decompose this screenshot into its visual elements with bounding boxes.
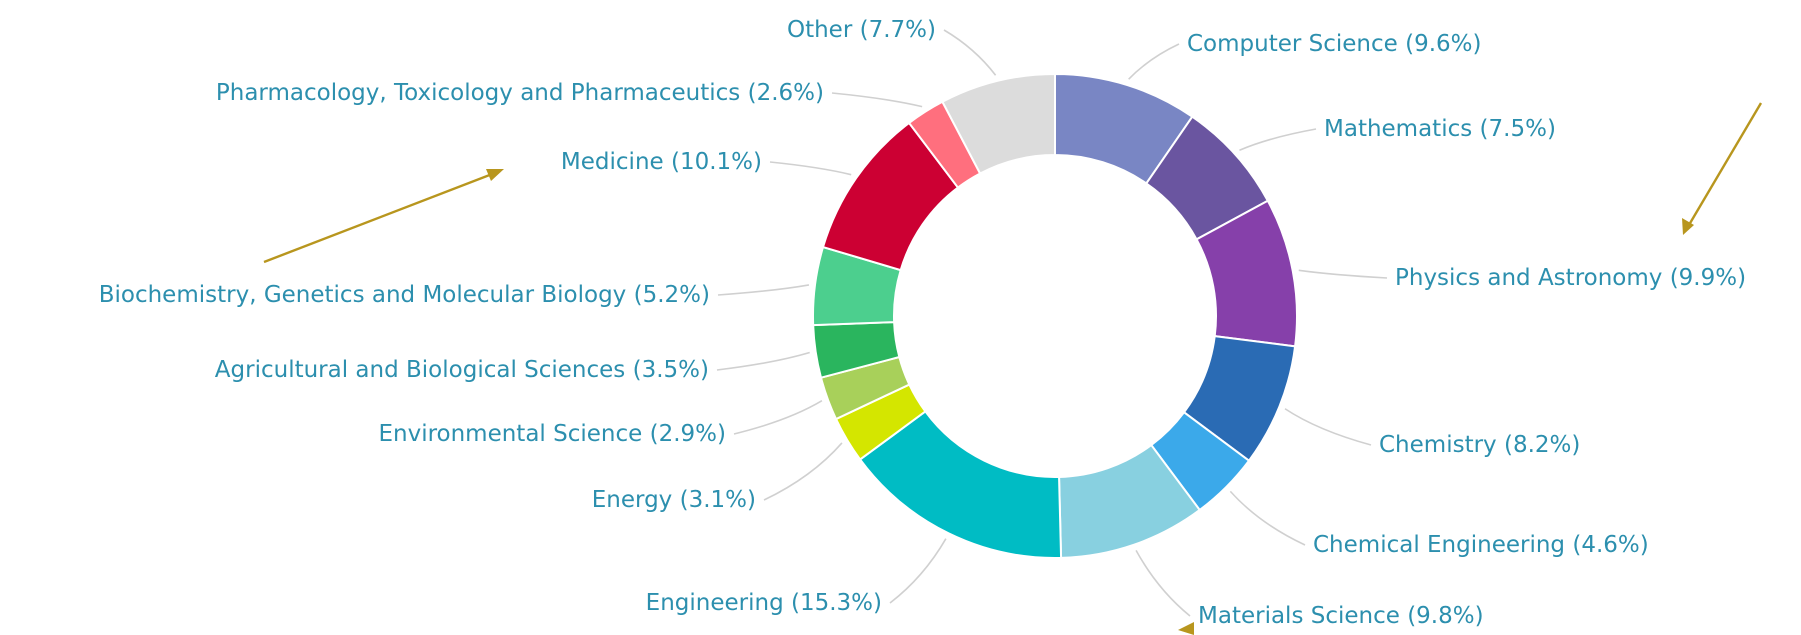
value-label: (3.1%) bbox=[680, 487, 756, 513]
connector-line bbox=[769, 161, 852, 176]
donut-segment bbox=[941, 72, 1056, 175]
category-name: Chemical Engineering bbox=[1313, 532, 1565, 558]
value-label: (7.5%) bbox=[1480, 116, 1556, 142]
data-label: Agricultural and Biological Sciences (3.… bbox=[215, 357, 709, 383]
connector-line bbox=[763, 442, 843, 501]
data-label: Engineering (15.3%) bbox=[646, 590, 882, 616]
value-label: (9.6%) bbox=[1405, 31, 1481, 57]
category-name: Physics and Astronomy bbox=[1395, 265, 1662, 291]
arrow-head bbox=[486, 169, 504, 181]
data-label: Mathematics (7.5%) bbox=[1324, 116, 1556, 142]
category-name: Materials Science bbox=[1198, 603, 1400, 629]
value-label: (10.1%) bbox=[671, 149, 762, 175]
connector-line bbox=[831, 92, 923, 108]
value-label: (9.8%) bbox=[1407, 603, 1483, 629]
connector-line bbox=[717, 284, 810, 296]
category-name: Mathematics bbox=[1324, 116, 1472, 142]
data-label: Chemical Engineering (4.6%) bbox=[1313, 532, 1649, 558]
value-label: (3.5%) bbox=[633, 357, 709, 383]
connector-line bbox=[889, 538, 947, 604]
connector-line bbox=[716, 351, 810, 371]
connector-line bbox=[1284, 408, 1372, 446]
data-label: Computer Science (9.6%) bbox=[1187, 31, 1482, 57]
category-name: Energy bbox=[592, 487, 673, 513]
connector-line bbox=[1239, 128, 1317, 151]
arrow bbox=[1684, 102, 1763, 231]
connector-line bbox=[1128, 43, 1180, 80]
data-label: Chemistry (8.2%) bbox=[1379, 432, 1580, 458]
value-label: (2.6%) bbox=[748, 80, 824, 106]
data-label: Physics and Astronomy (9.9%) bbox=[1395, 265, 1746, 291]
arrow-head bbox=[1178, 622, 1194, 635]
category-name: Agricultural and Biological Sciences bbox=[215, 357, 626, 383]
connector-line bbox=[733, 400, 823, 435]
value-label: (8.2%) bbox=[1504, 432, 1580, 458]
value-label: (7.7%) bbox=[860, 17, 936, 43]
data-label: Other (7.7%) bbox=[787, 17, 936, 43]
data-label: Materials Science (9.8%) bbox=[1198, 603, 1484, 629]
connector-line bbox=[1298, 269, 1388, 279]
category-name: Engineering bbox=[646, 590, 784, 616]
data-label: Medicine (10.1%) bbox=[561, 149, 762, 175]
value-label: (4.6%) bbox=[1572, 532, 1648, 558]
value-label: (5.2%) bbox=[634, 282, 710, 308]
value-label: (15.3%) bbox=[791, 590, 882, 616]
connector-line bbox=[943, 29, 997, 76]
data-label: Biochemistry, Genetics and Molecular Bio… bbox=[99, 282, 710, 308]
data-label: Pharmacology, Toxicology and Pharmaceuti… bbox=[216, 80, 824, 106]
category-name: Chemistry bbox=[1379, 432, 1497, 458]
value-label: (9.9%) bbox=[1670, 265, 1746, 291]
category-name: Medicine bbox=[561, 149, 664, 175]
annotation-arrows bbox=[263, 102, 1763, 635]
category-name: Environmental Science bbox=[378, 421, 642, 447]
category-name: Biochemistry, Genetics and Molecular Bio… bbox=[99, 282, 627, 308]
category-name: Computer Science bbox=[1187, 31, 1398, 57]
category-name: Pharmacology, Toxicology and Pharmaceuti… bbox=[216, 80, 740, 106]
arrow bbox=[263, 169, 501, 264]
category-name: Other bbox=[787, 17, 853, 43]
value-label: (2.9%) bbox=[650, 421, 726, 447]
connector-line bbox=[1229, 490, 1306, 546]
data-label: Environmental Science (2.9%) bbox=[378, 421, 726, 447]
data-label: Energy (3.1%) bbox=[592, 487, 756, 513]
connector-line bbox=[1135, 549, 1191, 617]
arrow-head bbox=[1682, 218, 1694, 235]
